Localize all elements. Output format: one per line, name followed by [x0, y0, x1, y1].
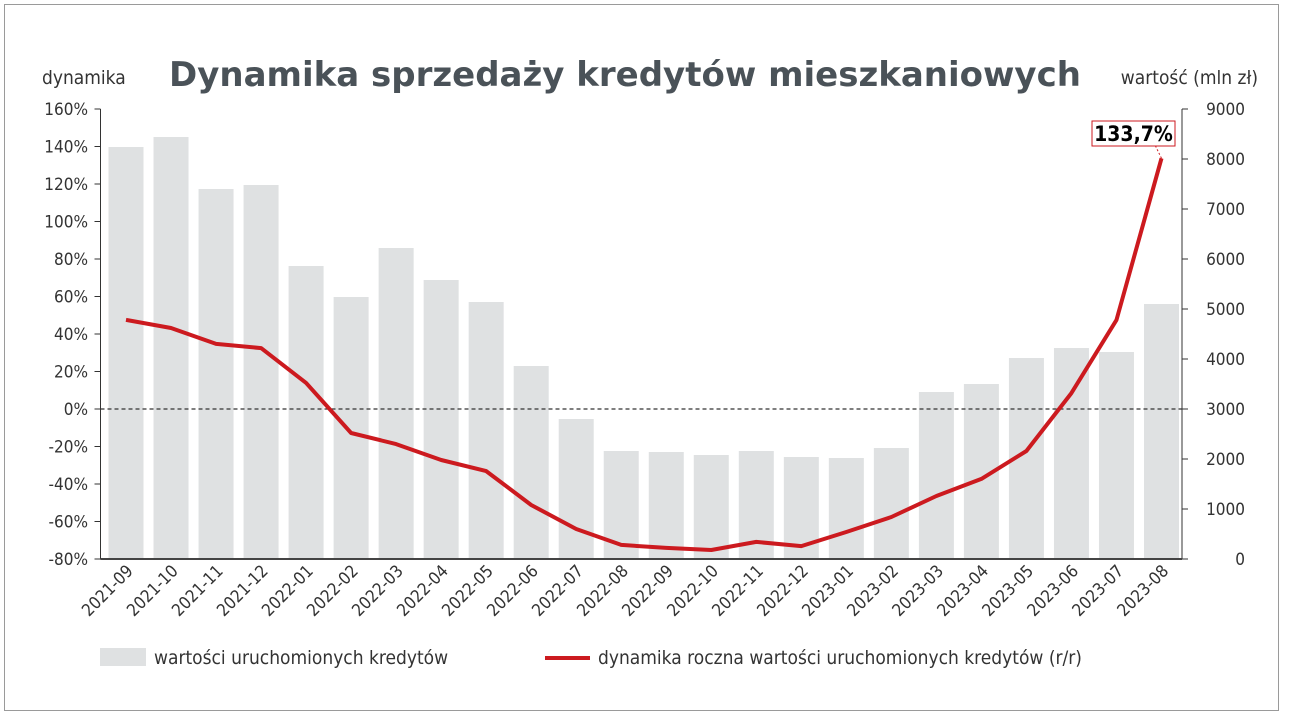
bar-2022-09	[648, 452, 684, 559]
right-tick-label: 5000	[1206, 300, 1245, 320]
line-series	[125, 157, 1164, 552]
left-tick-label: 0%	[64, 400, 88, 420]
left-tick-label: 140%	[44, 138, 88, 158]
bar-2021-09	[108, 147, 144, 559]
legend-bar-swatch	[100, 648, 146, 666]
bar-2021-10	[153, 137, 189, 559]
bar-2022-06	[513, 366, 549, 559]
left-tick-label: -60%	[48, 513, 88, 533]
bar-2022-05	[468, 302, 504, 559]
annotation-label: 133,7%	[1094, 122, 1173, 146]
chart-title: Dynamika sprzedaży kredytów mieszkaniowy…	[169, 55, 1081, 95]
left-axis-label: dynamika	[42, 67, 126, 89]
bar-2021-12	[243, 185, 279, 559]
legend-line-label: dynamika roczna wartości uruchomionych k…	[598, 647, 1082, 669]
bar-2022-02	[333, 297, 369, 559]
annotation-leader	[1155, 145, 1162, 159]
left-tick-label: -40%	[48, 475, 88, 495]
right-tick-label: 3000	[1206, 400, 1245, 420]
bar-2023-03	[918, 392, 954, 559]
left-tick-label: 80%	[54, 250, 88, 270]
bar-2022-03	[378, 248, 414, 559]
bar-2022-07	[558, 419, 594, 559]
left-tick-label: 100%	[44, 213, 88, 233]
left-tick-label: 20%	[54, 363, 88, 383]
left-tick-label: 60%	[54, 288, 88, 308]
bar-2023-01	[828, 458, 864, 559]
bar-2023-02	[873, 448, 909, 559]
bar-2023-07	[1098, 352, 1134, 559]
bar-2022-10	[693, 455, 729, 559]
left-tick-label: 120%	[44, 175, 88, 195]
annotation-box	[1091, 120, 1176, 147]
right-tick-label: 0	[1235, 550, 1245, 570]
chart-frame	[4, 4, 1279, 711]
left-tick-label: -20%	[48, 438, 88, 458]
bar-2021-11	[198, 189, 234, 559]
right-axis-label: wartość (mln zł)	[1121, 67, 1258, 89]
right-tick-label: 1000	[1206, 500, 1245, 520]
bar-2022-04	[423, 280, 459, 559]
left-tick-label: 40%	[54, 325, 88, 345]
legend-bar-label: wartości uruchomionych kredytów	[154, 647, 448, 669]
left-tick-label: -80%	[48, 550, 88, 570]
right-tick-label: 9000	[1206, 100, 1245, 120]
right-tick-label: 7000	[1206, 200, 1245, 220]
left-tick-label: 160%	[44, 100, 88, 120]
right-tick-label: 2000	[1206, 450, 1245, 470]
bar-2022-01	[288, 266, 324, 559]
right-tick-label: 4000	[1206, 350, 1245, 370]
right-tick-label: 6000	[1206, 250, 1245, 270]
bar-2023-08	[1143, 304, 1179, 559]
right-tick-label: 8000	[1206, 150, 1245, 170]
bar-2023-06	[1053, 348, 1089, 559]
